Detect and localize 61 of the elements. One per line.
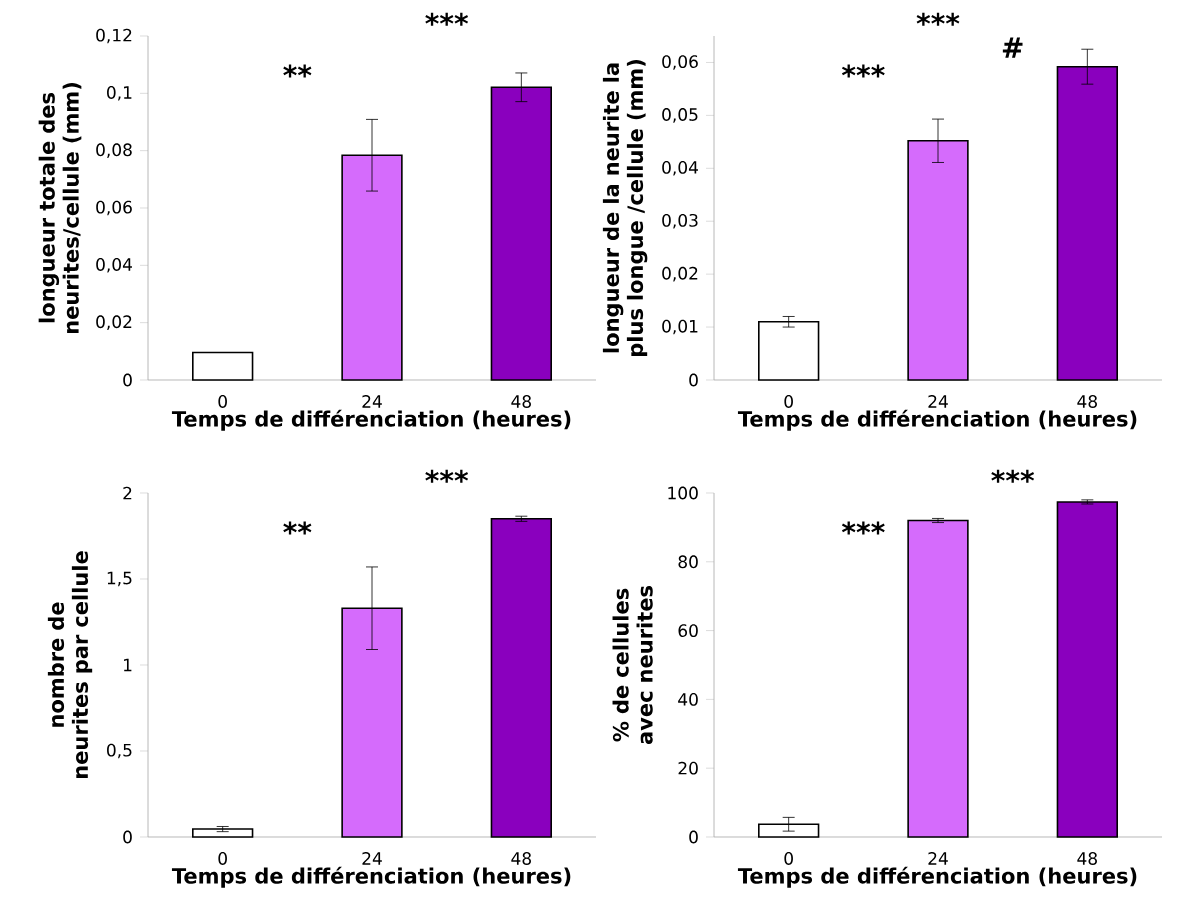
y-tick-label: 0 xyxy=(123,373,132,387)
annotation: ** xyxy=(283,521,312,535)
y-tick-label: 0 xyxy=(123,830,132,844)
x-tick-label: 48 xyxy=(511,852,531,865)
y-tick-label: 0,02 xyxy=(662,266,698,282)
bar xyxy=(192,351,254,381)
bar xyxy=(490,86,552,381)
annotation: *** xyxy=(841,521,885,535)
x-tick-label: 24 xyxy=(928,395,948,408)
y-tick-label: 0,04 xyxy=(96,258,132,273)
y-axis-title: longueur totale des neurites/cellule (mm) xyxy=(38,83,82,334)
y-tick-label: 0,12 xyxy=(96,28,132,44)
x-tick-label: 48 xyxy=(1077,852,1097,865)
x-axis-title: Temps de différenciation (heures) xyxy=(737,409,1137,431)
bar xyxy=(758,320,820,381)
text: *** xyxy=(991,469,1035,483)
text: *** xyxy=(425,469,469,483)
annotation: *** xyxy=(841,64,885,78)
text: *** xyxy=(425,12,469,26)
x-tick-label: 24 xyxy=(362,852,382,865)
y-tick-label: 60 xyxy=(678,624,698,638)
x-tick-label: 48 xyxy=(1077,395,1097,408)
y-tick-label: 0,05 xyxy=(662,108,698,123)
x-tick-label: 24 xyxy=(362,395,382,408)
y-tick-label: 80 xyxy=(678,555,698,569)
y-tick-label: 0,1 xyxy=(107,86,132,101)
y-tick-label: 2 xyxy=(123,486,132,500)
y-tick-label: 0 xyxy=(689,373,698,387)
x-axis-title: Temps de différenciation (heures) xyxy=(171,409,571,431)
x-axis-title: Temps de différenciation (heures) xyxy=(171,866,571,888)
y-tick-label: 100 xyxy=(668,486,698,500)
y-tick-label: 1,5 xyxy=(107,571,132,587)
annotation: # xyxy=(1002,37,1023,58)
y-axis-title: % de cellules avec neurites xyxy=(612,585,653,745)
y-tick-label: 40 xyxy=(678,692,698,706)
y-tick-label: 0,08 xyxy=(96,143,132,158)
annotation: ** xyxy=(283,64,312,78)
bar xyxy=(1056,501,1118,838)
x-tick-label: 24 xyxy=(928,852,948,865)
x-tick-label: 0 xyxy=(784,852,793,865)
bar xyxy=(490,517,552,838)
bar xyxy=(192,828,254,838)
x-tick-label: 48 xyxy=(511,395,531,408)
x-tick-label: 0 xyxy=(784,395,793,408)
y-axis-title: nombre de neurites par cellule xyxy=(47,551,93,778)
y-tick-label: 0,03 xyxy=(662,213,698,229)
x-axis-title: Temps de différenciation (heures) xyxy=(737,866,1137,888)
y-tick-label: 0,04 xyxy=(662,161,698,176)
y-tick-label: 0,5 xyxy=(107,743,132,759)
x-tick-label: 0 xyxy=(218,852,227,865)
x-tick-label: 0 xyxy=(218,395,227,408)
y-tick-label: 0,06 xyxy=(96,200,132,216)
bar xyxy=(907,519,969,838)
y-tick-label: 0,06 xyxy=(662,55,698,70)
y-tick-label: 0 xyxy=(689,830,698,844)
y-tick-label: 20 xyxy=(678,761,698,775)
y-tick-label: 1 xyxy=(124,658,132,672)
y-tick-label: 0,01 xyxy=(662,319,698,335)
y-tick-label: 0,02 xyxy=(96,315,132,330)
text: *** xyxy=(916,12,960,26)
y-axis-title: longueur de la neurite la plus longue /cellule (mm) xyxy=(602,60,648,357)
